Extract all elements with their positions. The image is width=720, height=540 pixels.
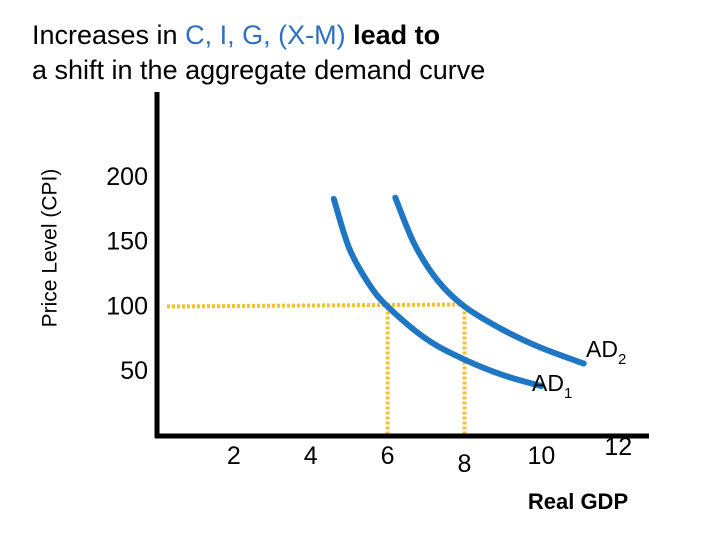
x-tick-label-8: 8 [458,450,472,478]
x-axis-title: Real GDP [528,489,628,514]
title-emphasis: lead to [353,20,441,50]
y-tick-label-100: 100 [106,292,148,320]
ad2-label-main: AD [586,336,618,362]
title-line2: a shift in the aggregate demand curve [32,55,486,85]
title-prefix: Increases in [32,20,186,50]
title-components: C, I, G, (X-M) [185,20,346,50]
x-tick-label-10: 10 [527,442,555,470]
guide-lines [166,302,467,434]
y-tick-label-150: 150 [106,228,148,256]
x-tick-label-12: 12 [604,433,632,461]
x-tick-label-4: 4 [304,442,318,470]
ad1-label-sub: 1 [564,385,572,402]
y-tick-label-200: 200 [106,163,148,191]
ad1-curve [330,195,545,390]
ad1-label-main: AD [532,370,564,396]
slide-title: Increases in C, I, G, (X-M) lead to a shi… [32,18,485,88]
y-tick-label-50: 50 [120,357,148,385]
ad2-curve [392,194,587,367]
y-axis-title: Price Level (CPI) [39,169,62,328]
ad2-label: AD2 [586,336,626,368]
demand-curves [330,194,587,390]
guide-line-1 [166,302,465,309]
ad2-label-sub: 2 [618,351,626,368]
x-tick-label-2: 2 [227,442,241,470]
ad1-label: AD1 [532,370,572,402]
x-tick-label-6: 6 [381,442,395,470]
